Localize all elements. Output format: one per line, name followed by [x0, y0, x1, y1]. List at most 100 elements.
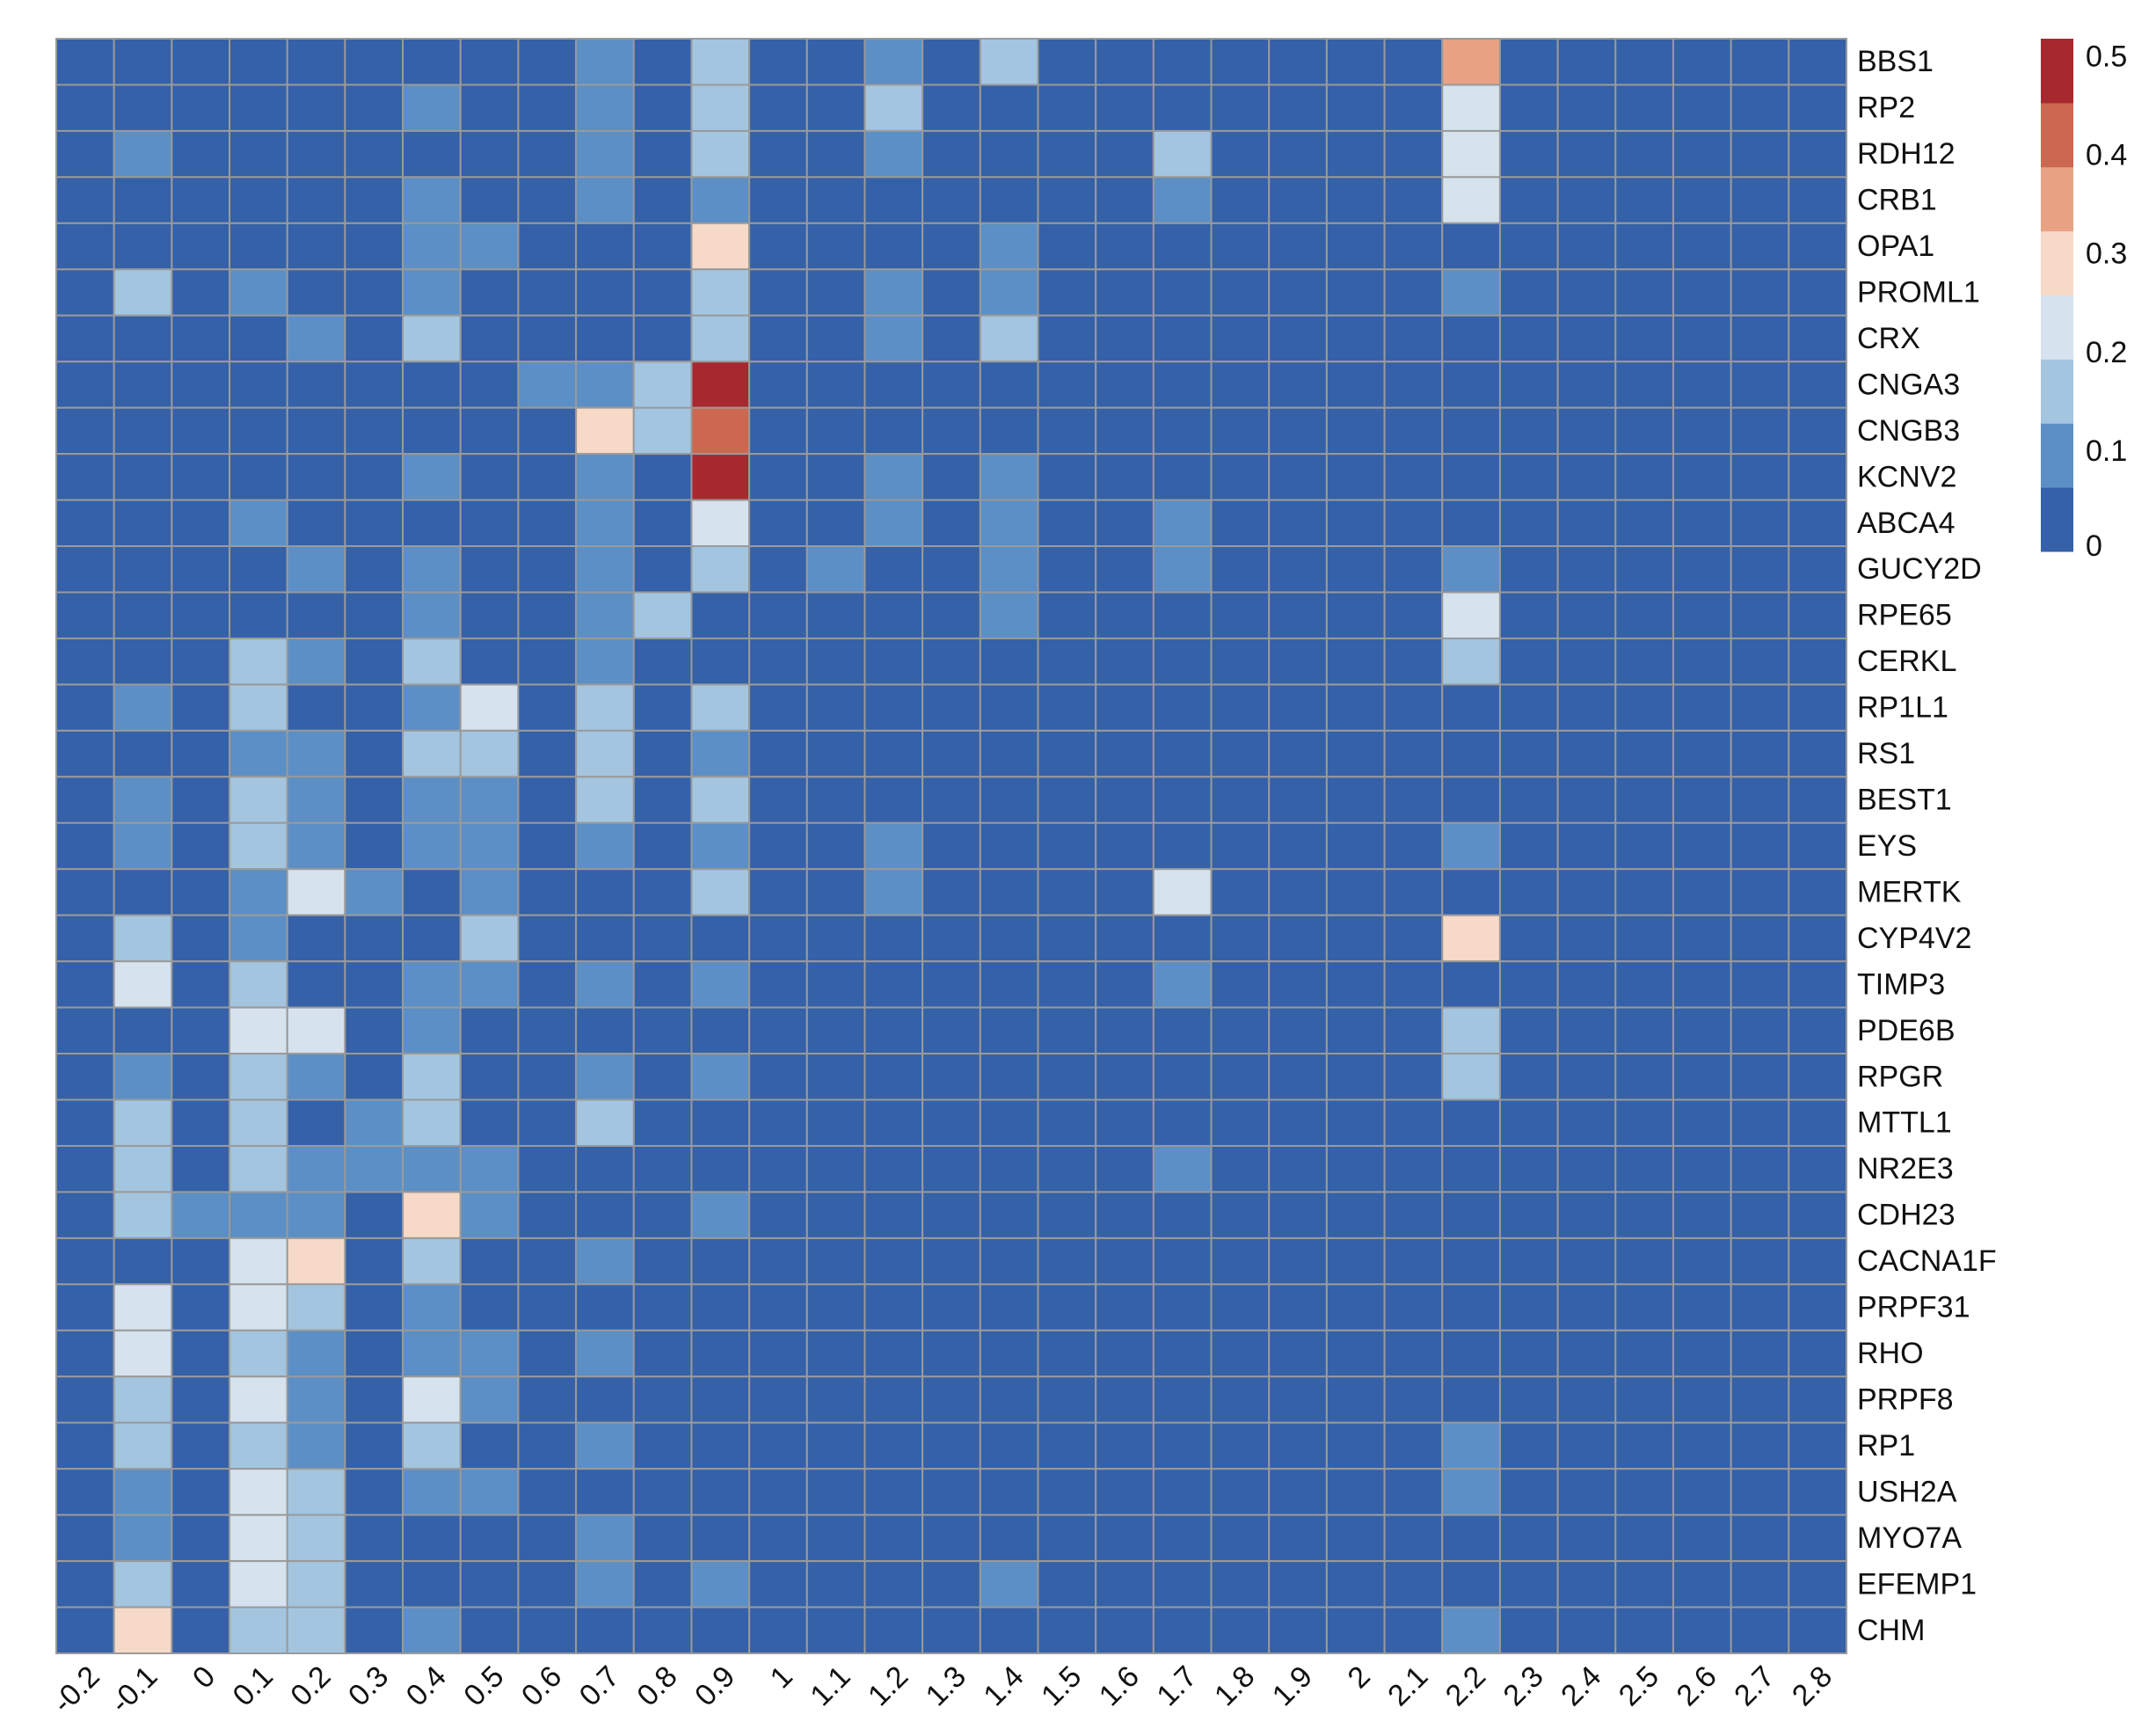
- heat-cell: [1037, 314, 1097, 363]
- heat-cell: [1095, 821, 1154, 871]
- heat-cell: [113, 960, 173, 1009]
- heat-cell: [1383, 453, 1444, 501]
- heat-cell: [1095, 1375, 1154, 1424]
- heat-cell: [1383, 637, 1444, 686]
- heat-cell: [575, 406, 635, 456]
- heat-cell: [1383, 176, 1444, 224]
- heat-cell: [632, 1237, 693, 1286]
- heat-cell: [921, 1237, 981, 1286]
- heat-cell: [229, 38, 288, 86]
- heat-cell: [517, 1006, 578, 1055]
- heat-cell: [1441, 406, 1501, 456]
- heat-cell: [575, 176, 635, 224]
- heat-cell: [979, 821, 1039, 871]
- heat-cell: [805, 637, 866, 686]
- heat-cell: [863, 1560, 924, 1609]
- heat-cell: [805, 776, 866, 824]
- x-tick-label: 0.8: [630, 1660, 683, 1712]
- heat-cell: [459, 1560, 520, 1609]
- heat-cell: [1730, 222, 1790, 271]
- heat-cell: [1556, 361, 1617, 409]
- heat-cell: [517, 176, 578, 224]
- heat-cell: [459, 960, 520, 1009]
- heat-cell: [402, 314, 462, 363]
- row-label: PRPF8: [1857, 1382, 1954, 1416]
- heat-cell: [632, 1468, 693, 1516]
- heat-cell: [402, 1329, 462, 1378]
- heat-cell: [1037, 361, 1097, 409]
- heat-cell: [1095, 1421, 1154, 1470]
- heat-cell: [1325, 1468, 1386, 1516]
- heat-cell: [1556, 776, 1617, 824]
- heat-cell: [1095, 1191, 1154, 1239]
- heat-cell: [863, 1329, 924, 1378]
- heat-cell: [748, 914, 808, 963]
- heat-cell: [1498, 960, 1559, 1009]
- heat-cell: [690, 1606, 751, 1654]
- heat-cell: [1383, 1514, 1444, 1563]
- heat-cell: [344, 453, 404, 501]
- heat-cell: [748, 84, 808, 132]
- heat-cell: [229, 1098, 288, 1147]
- heat-cell: [1210, 1098, 1271, 1147]
- x-tick-label: 1.1: [804, 1660, 856, 1712]
- heat-cell: [171, 1468, 231, 1516]
- heat-cell: [402, 1375, 462, 1424]
- heat-cell: [1441, 499, 1501, 548]
- heat-cell: [748, 38, 808, 86]
- heat-cell: [113, 1375, 173, 1424]
- heat-cell: [1152, 637, 1213, 686]
- heat-cell: [517, 1283, 578, 1331]
- heat-cell: [171, 361, 231, 409]
- heat-cell: [1037, 1237, 1097, 1286]
- heat-cell: [459, 821, 520, 871]
- colorbar-tick-label: 0.3: [2086, 237, 2127, 271]
- heat-cell: [1556, 960, 1617, 1009]
- heat-cell: [1383, 84, 1444, 132]
- heat-cell: [1498, 1421, 1559, 1470]
- heat-cell: [1152, 1053, 1213, 1101]
- heat-cell: [1788, 1329, 1848, 1378]
- heat-cell: [690, 1283, 751, 1331]
- heat-cell: [1210, 637, 1271, 686]
- row-label: RP1: [1857, 1429, 1915, 1463]
- heat-cell: [863, 38, 924, 86]
- row-label: CRX: [1857, 322, 1920, 355]
- heat-cell: [286, 1468, 346, 1516]
- heat-cell: [1788, 637, 1848, 686]
- heat-cell: [1441, 1329, 1501, 1378]
- heat-cell: [171, 821, 231, 871]
- heat-cell: [517, 1606, 578, 1654]
- heat-cell: [979, 268, 1039, 317]
- heat-cell: [1037, 591, 1097, 639]
- heat-cell: [1037, 222, 1097, 271]
- heat-cell: [171, 314, 231, 363]
- heat-cell: [344, 1006, 404, 1055]
- heat-cell: [517, 821, 578, 871]
- row-label: RHO: [1857, 1337, 1924, 1370]
- heat-cell: [286, 1514, 346, 1563]
- heat-cell: [1730, 1329, 1790, 1378]
- heat-cell: [1441, 1468, 1501, 1516]
- heat-cell: [344, 1468, 404, 1516]
- heat-cell: [863, 591, 924, 639]
- heat-cell: [1268, 1237, 1328, 1286]
- x-tick-label: 2: [1342, 1660, 1377, 1695]
- heat-cell: [1037, 453, 1097, 501]
- heat-cell: [459, 453, 520, 501]
- heat-cell: [113, 1421, 173, 1470]
- heat-cell: [1325, 84, 1386, 132]
- row-label: RP1L1: [1857, 691, 1948, 725]
- heat-cell: [1325, 1144, 1386, 1193]
- heat-cell: [1614, 1191, 1674, 1239]
- row-label: RP2: [1857, 91, 1915, 125]
- heat-cell: [171, 637, 231, 686]
- heat-cell: [171, 1421, 231, 1470]
- heat-cell: [286, 1560, 346, 1609]
- heat-cell: [575, 1144, 635, 1193]
- heat-cell: [1556, 1329, 1617, 1378]
- heat-cell: [1498, 38, 1559, 86]
- heat-cell: [1788, 406, 1848, 456]
- row-label: KCNV2: [1857, 460, 1956, 493]
- heat-cell: [1268, 960, 1328, 1009]
